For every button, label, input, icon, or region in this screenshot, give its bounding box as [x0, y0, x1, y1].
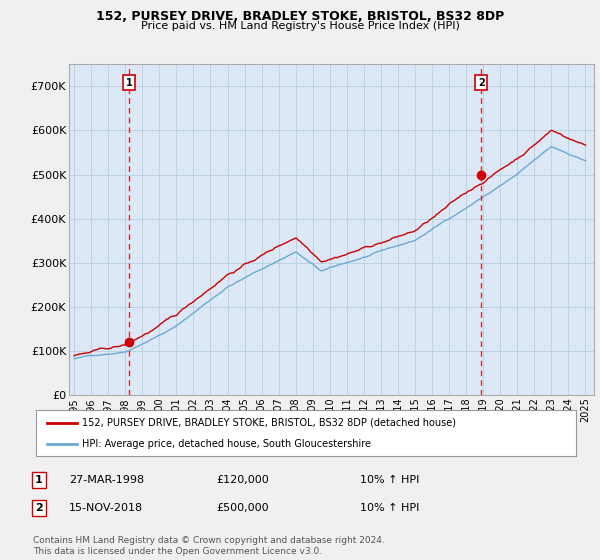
Text: 15-NOV-2018: 15-NOV-2018 — [69, 503, 143, 513]
Text: 10% ↑ HPI: 10% ↑ HPI — [360, 503, 419, 513]
Text: 152, PURSEY DRIVE, BRADLEY STOKE, BRISTOL, BS32 8DP: 152, PURSEY DRIVE, BRADLEY STOKE, BRISTO… — [96, 10, 504, 23]
Text: £120,000: £120,000 — [216, 475, 269, 485]
Text: £500,000: £500,000 — [216, 503, 269, 513]
Text: HPI: Average price, detached house, South Gloucestershire: HPI: Average price, detached house, Sout… — [82, 439, 371, 449]
Text: 10% ↑ HPI: 10% ↑ HPI — [360, 475, 419, 485]
Text: 2: 2 — [35, 503, 43, 513]
Text: 27-MAR-1998: 27-MAR-1998 — [69, 475, 144, 485]
Text: 2: 2 — [478, 78, 485, 87]
Text: Contains HM Land Registry data © Crown copyright and database right 2024.
This d: Contains HM Land Registry data © Crown c… — [33, 536, 385, 556]
Text: 1: 1 — [126, 78, 133, 87]
Text: Price paid vs. HM Land Registry's House Price Index (HPI): Price paid vs. HM Land Registry's House … — [140, 21, 460, 31]
Text: 1: 1 — [35, 475, 43, 485]
Text: 152, PURSEY DRIVE, BRADLEY STOKE, BRISTOL, BS32 8DP (detached house): 152, PURSEY DRIVE, BRADLEY STOKE, BRISTO… — [82, 418, 456, 428]
